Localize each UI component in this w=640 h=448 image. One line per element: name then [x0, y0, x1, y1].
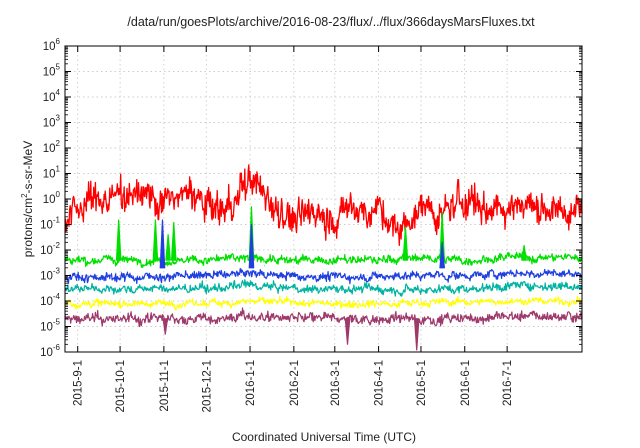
y-tick-label: 103 [43, 114, 61, 130]
y-tick-base: 10 [43, 118, 56, 130]
y-axis-label-prefix: protons/cm [21, 198, 35, 257]
y-tick-exponent: 3 [56, 114, 61, 123]
y-tick-exponent: -2 [53, 241, 61, 250]
y-tick-label: 104 [43, 88, 61, 104]
series-line-6 [64, 307, 583, 328]
x-axis-label: Coordinated Universal Time (UTC) [232, 430, 416, 444]
chart-title: /data/run/goesPlots/archive/2016-08-23/f… [127, 15, 535, 29]
y-tick-exponent: 2 [56, 139, 61, 148]
x-tick-label: 2016-5-1 [416, 360, 428, 406]
y-tick-exponent: 0 [56, 190, 61, 199]
x-tick-label: 2015-10-1 [115, 360, 127, 412]
y-tick-exponent: 6 [56, 37, 61, 46]
spike-7 [402, 226, 409, 261]
y-tick-label: 10-1 [40, 216, 60, 232]
spike-2 [159, 219, 166, 269]
y-axis-ticks: 10-610-510-410-310-210-11001011021031041… [40, 37, 582, 359]
spike-0 [115, 219, 122, 261]
series-line-3 [64, 267, 583, 285]
x-tick-label: 2015-11-1 [159, 360, 171, 412]
y-tick-label: 10-5 [40, 318, 60, 334]
x-tick-label: 2016-1-1 [245, 360, 257, 406]
y-tick-label: 106 [43, 37, 61, 53]
y-tick-base: 10 [43, 143, 56, 155]
y-tick-label: 105 [43, 63, 61, 79]
y-tick-exponent: -1 [53, 216, 61, 225]
x-tick-label: 2015-9-1 [73, 360, 85, 406]
spike-11 [162, 318, 169, 335]
y-tick-base: 10 [40, 347, 53, 359]
y-tick-exponent: -4 [53, 292, 61, 301]
y-tick-base: 10 [43, 169, 56, 181]
x-tick-label: 2015-12-1 [201, 360, 213, 412]
y-tick-label: 102 [43, 139, 61, 155]
x-tick-label: 2016-4-1 [374, 360, 386, 406]
y-tick-label: 100 [43, 190, 61, 206]
y-tick-label: 10-2 [40, 241, 60, 257]
y-tick-exponent: 5 [56, 63, 61, 72]
x-tick-label: 2016-7-1 [502, 360, 514, 406]
y-tick-label: 101 [43, 165, 61, 181]
spike-3 [165, 234, 171, 261]
spike-1 [152, 219, 159, 261]
x-tick-label: 2016-2-1 [289, 360, 301, 406]
y-tick-base: 10 [43, 194, 56, 206]
x-axis-ticks: 2015-9-1 2015-10-1 2015-11-1 2015-12-1 2016-… [73, 46, 514, 412]
y-tick-exponent: -3 [53, 267, 61, 276]
series-line-2 [64, 260, 583, 276]
spike-layer [115, 206, 527, 351]
y-tick-exponent: -5 [53, 318, 61, 327]
spike-12 [344, 318, 351, 345]
series-line-4 [64, 279, 583, 297]
series-line-5 [64, 295, 583, 311]
y-tick-exponent: 1 [56, 165, 61, 174]
spike-6 [248, 223, 255, 269]
y-tick-base: 10 [40, 322, 53, 334]
x-tick-label: 2016-6-1 [460, 360, 472, 406]
y-axis-label: protons/cm2-s-sr-MeV [20, 141, 35, 257]
y-tick-base: 10 [43, 41, 56, 53]
y-tick-label: 10-4 [40, 292, 60, 308]
y-axis-label-suffix: -s-sr-MeV [21, 141, 35, 194]
series-line-0 [64, 164, 583, 246]
y-tick-exponent: -6 [53, 343, 61, 352]
spike-4 [170, 221, 177, 261]
y-tick-base: 10 [40, 271, 53, 283]
y-axis-label-sup: 2 [20, 193, 29, 198]
series-layer [64, 164, 583, 328]
spike-13 [413, 318, 420, 351]
y-tick-label: 10-6 [40, 343, 60, 359]
x-tick-label: 2016-3-1 [330, 360, 342, 406]
spike-9 [439, 241, 445, 269]
y-tick-base: 10 [40, 220, 53, 232]
series-line-1 [64, 251, 583, 268]
y-tick-base: 10 [40, 245, 53, 257]
y-tick-base: 10 [43, 67, 56, 79]
y-tick-exponent: 4 [56, 88, 61, 97]
y-tick-base: 10 [40, 296, 53, 308]
spike-10 [521, 244, 527, 261]
y-tick-base: 10 [43, 92, 56, 104]
y-tick-label: 10-3 [40, 267, 60, 283]
